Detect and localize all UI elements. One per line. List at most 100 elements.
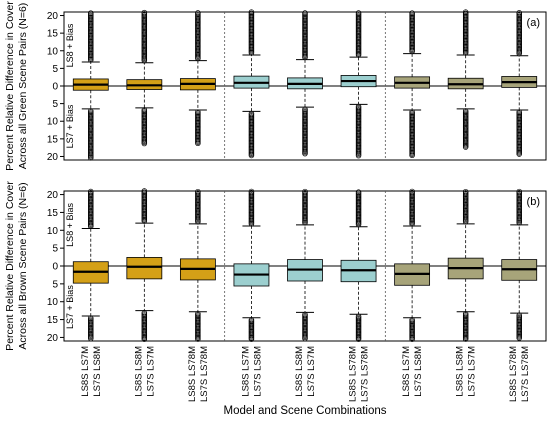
x-category-label-line2: LS7S LS7M [467, 346, 478, 397]
x-category-label-line1: LS8S LS7M [80, 346, 91, 397]
x-category-label-line2: LS7S LS8M [92, 346, 103, 397]
y-tick-label: 5 [52, 99, 58, 110]
x-category-label-line1: LS8S LS8M [133, 346, 144, 397]
lower-bias-label: LS7 + Bias [65, 104, 75, 148]
outlier-point [141, 188, 148, 194]
y-tick-label: 20 [47, 333, 59, 344]
outlier-point [141, 336, 148, 342]
outlier-point [462, 144, 469, 150]
outlier-point [516, 188, 522, 195]
outlier-point [516, 335, 522, 341]
x-category-label-line2: LS7S LS8M [252, 346, 263, 397]
y-axis-title-line1: Percent Relative Difference in Cover [4, 1, 16, 171]
box-2 [126, 188, 163, 342]
outlier-point [248, 9, 255, 15]
y-tick-label: 20 [47, 11, 59, 22]
x-category-label-line2: LS7S LS7M [306, 346, 317, 397]
outlier-point [355, 189, 362, 195]
x-category-label-line1: LS8S LS8M [294, 346, 305, 397]
y-axis-title-line2: Across all Green Scene Pairs (N=6) [17, 3, 29, 170]
outlier-point [516, 10, 522, 16]
y-tick-label: 5 [52, 279, 58, 290]
outlier-point [409, 10, 415, 16]
outlier-point [355, 10, 362, 16]
y-tick-label: 10 [47, 117, 59, 128]
outlier-point [462, 9, 469, 15]
outlier-point [88, 188, 94, 195]
x-category-label-line2: LS7S LS78M [520, 346, 531, 402]
box-8 [447, 188, 484, 342]
outlier-point [195, 10, 201, 16]
box-4 [233, 9, 270, 159]
x-category-label-line2: LS7S LS8M [413, 346, 424, 397]
outlier-point [409, 336, 415, 342]
box-8 [447, 9, 484, 150]
box-3 [179, 10, 216, 147]
x-axis-title: Model and Scene Combinations [223, 405, 386, 417]
x-category-label-line1: LS8S LS8M [455, 346, 466, 397]
box-9 [501, 188, 538, 341]
y-axis-title-line1: Percent Relative Difference in Cover [4, 181, 16, 351]
x-category-label-line2: LS7S LS78M [360, 346, 371, 402]
outlier-point [248, 336, 255, 342]
y-tick-label: 10 [47, 46, 59, 57]
box-5 [287, 188, 323, 342]
y-axis-title-line2: Across all Brown Scene Pairs (N=6) [17, 182, 29, 349]
x-category-label-line1: LS8S LS7M [401, 346, 412, 397]
box-iqr [126, 257, 163, 280]
x-category-label-line2: LS7S LS7M [145, 346, 156, 397]
x-category-label-line1: LS8S LS78M [348, 346, 359, 402]
panel-a: 20 15 10 5 0 5 10 15 20 Percent Relative Differen… [4, 1, 547, 171]
y-tick-label: 10 [47, 226, 59, 237]
outlier-point [88, 335, 94, 342]
box-7 [394, 188, 431, 342]
y-tick-label: 10 [47, 297, 59, 308]
box-6 [340, 189, 377, 342]
box-6 [340, 10, 377, 159]
outlier-point [302, 150, 308, 157]
upper-bias-label: LS8 + Bias [65, 23, 75, 67]
outlier-point [88, 10, 94, 16]
outlier-point [195, 188, 201, 195]
box-7 [394, 10, 431, 159]
y-tick-label: 5 [52, 244, 58, 255]
box-3 [179, 188, 216, 342]
x-category-label-line1: LS8S LS78M [187, 346, 198, 402]
y-tick-label: 20 [47, 190, 59, 201]
outlier-point [355, 152, 362, 159]
box-1 [72, 10, 109, 161]
y-tick-label: 0 [52, 262, 58, 273]
panel-b: 20 15 10 5 0 5 10 15 20 Percent Relative Differen… [4, 181, 547, 351]
y-tick-label: 20 [47, 152, 59, 163]
box-9 [501, 10, 538, 157]
panel-tag: (b) [527, 196, 540, 208]
outlier-point [195, 140, 201, 147]
y-tick-label: 5 [52, 64, 58, 75]
outlier-point [302, 335, 308, 342]
outlier-point [409, 188, 415, 195]
box-1 [72, 188, 109, 342]
outlier-point [88, 155, 94, 161]
panel-tag: (a) [527, 17, 540, 29]
box-4 [233, 188, 270, 342]
upper-bias-label: LS8 + Bias [65, 203, 75, 247]
y-tick-label: 0 [52, 82, 58, 93]
outlier-point [355, 336, 362, 342]
outlier-point [462, 188, 469, 195]
y-tick-label: 15 [47, 29, 59, 40]
box-5 [287, 10, 323, 157]
outlier-point [248, 152, 255, 159]
box-2 [126, 9, 163, 147]
outlier-point [516, 151, 522, 157]
lower-bias-label: LS7 + Bias [65, 285, 75, 329]
outlier-point [462, 336, 469, 342]
outlier-point [409, 152, 415, 159]
outlier-point [248, 188, 255, 195]
outlier-point [302, 10, 308, 16]
x-category-label-line1: LS8S LS7M [240, 346, 251, 397]
outlier-point [141, 140, 148, 147]
outlier-point [141, 9, 148, 16]
x-category-label-line1: LS8S LS78M [508, 346, 519, 402]
x-category-label-line2: LS7S LS78M [199, 346, 210, 402]
